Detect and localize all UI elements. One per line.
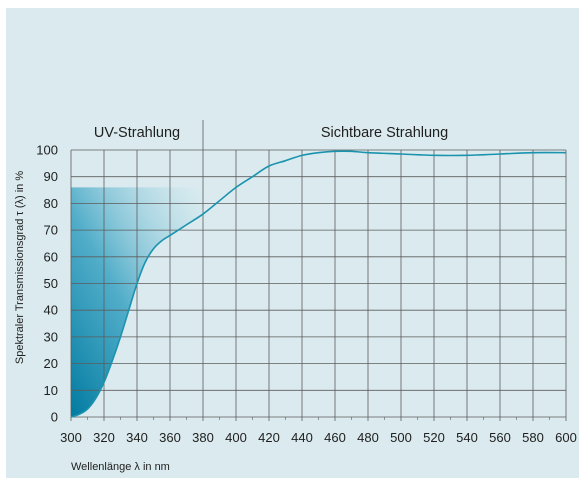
y-tick-label: 60 — [44, 249, 58, 264]
y-tick-label: 90 — [44, 169, 58, 184]
y-tick-label: 40 — [44, 303, 58, 318]
visible-region-label: Sichtbare Strahlung — [321, 125, 448, 141]
x-tick-label: 300 — [60, 430, 82, 445]
x-tick-label: 480 — [357, 430, 379, 445]
x-tick-label: 460 — [324, 430, 346, 445]
x-tick-label: 340 — [126, 430, 148, 445]
x-tick-label: 500 — [390, 430, 412, 445]
x-tick-label: 380 — [192, 430, 214, 445]
y-tick-label: 50 — [44, 276, 58, 291]
x-tick-label: 400 — [225, 430, 247, 445]
y-axis-label: Spektraler Transmissionsgrad τ (λ) in % — [14, 171, 26, 364]
x-tick-label: 520 — [423, 430, 445, 445]
uv-region-label: UV-Strahlung — [94, 125, 180, 141]
x-tick-label: 540 — [456, 430, 478, 445]
y-tick-label: 80 — [44, 196, 58, 211]
x-axis-label: Wellenlänge λ in nm — [71, 461, 170, 473]
x-tick-label: 320 — [93, 430, 115, 445]
transmission-curve — [70, 150, 567, 418]
x-tick-label: 580 — [522, 430, 544, 445]
y-tick-label: 70 — [44, 223, 58, 238]
y-tick-label: 100 — [36, 143, 58, 158]
y-tick-label: 10 — [44, 383, 58, 398]
x-tick-label: 440 — [291, 430, 313, 445]
y-tick-label: 0 — [51, 410, 58, 425]
y-tick-label: 20 — [44, 356, 58, 371]
y-tick-label: 30 — [44, 329, 58, 344]
x-tick-label: 420 — [258, 430, 280, 445]
x-tick-label: 560 — [489, 430, 511, 445]
x-tick-label: 360 — [159, 430, 181, 445]
x-tick-label: 600 — [555, 430, 577, 445]
